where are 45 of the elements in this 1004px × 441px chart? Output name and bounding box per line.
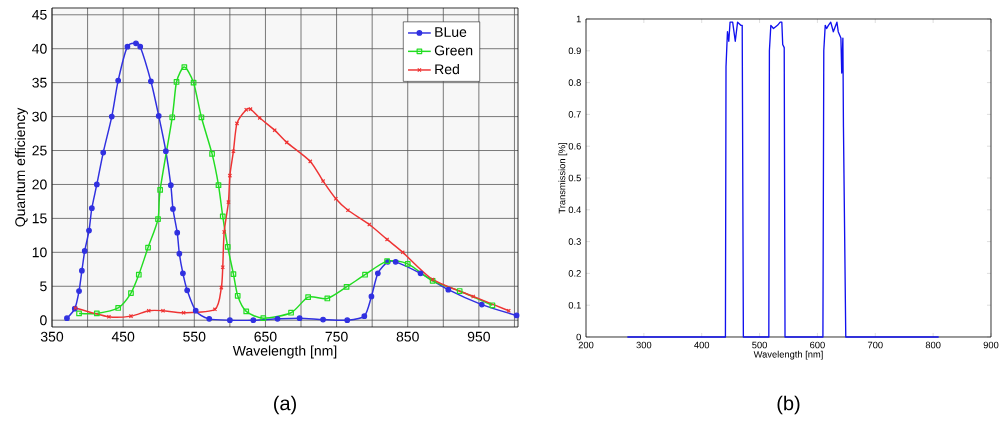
x-tick-label: 200 — [578, 341, 594, 349]
y-tick-label: 0.4 — [568, 206, 582, 214]
y-tick-label: 25 — [32, 145, 47, 156]
y-tick-label: 45 — [32, 9, 47, 20]
y-tick-label: 0.1 — [568, 301, 581, 309]
text: (b) — [777, 395, 800, 415]
legend-label: Green — [434, 45, 473, 56]
x-tick-label: 950 — [467, 331, 490, 342]
x-tick-label: 450 — [111, 331, 135, 342]
x-tick-label: 700 — [867, 341, 883, 349]
y-axis-title: Transmission [%] — [558, 143, 568, 214]
x-tick-label: 900 — [983, 341, 999, 349]
y-tick-label: 0.7 — [568, 111, 581, 118]
y-tick-label: 10 — [32, 247, 47, 258]
y-tick-label: 5 — [40, 281, 47, 292]
y-tick-label: 15 — [32, 213, 47, 224]
legend-label: Red — [435, 63, 459, 75]
y-tick-label: 0.3 — [568, 238, 581, 245]
x-tick-label: 400 — [694, 341, 710, 349]
y-tick-label: 0.9 — [568, 47, 581, 55]
x-tick-label: 750 — [325, 331, 348, 342]
x-tick-label: 500 — [752, 341, 767, 349]
legend-label: BLue — [435, 27, 467, 37]
x-tick-label: 300 — [636, 341, 652, 349]
y-tick-label: 20 — [32, 179, 47, 190]
x-tick-label: 650 — [254, 331, 277, 342]
x-axis-title: Wavelength [nm] — [753, 350, 823, 360]
x-tick-label: 600 — [810, 341, 825, 349]
x-tick-label: 850 — [396, 331, 419, 342]
y-tick-label: 1 — [576, 15, 581, 23]
y-tick-label: 0.6 — [568, 142, 581, 150]
text: (a) — [274, 395, 296, 415]
y-tick-label: 0.5 — [568, 174, 581, 182]
y-axis-title: Quantum efficiency — [14, 107, 28, 227]
y-tick-label: 0.2 — [568, 270, 581, 277]
x-tick-label: 800 — [925, 341, 941, 349]
x-tick-label: 350 — [40, 331, 64, 342]
y-tick-label: 0 — [576, 333, 581, 341]
y-tick-label: 0.8 — [568, 79, 581, 86]
y-tick-label: 40 — [32, 43, 47, 54]
x-axis-title: Wavelength [nm] — [232, 345, 337, 359]
x-tick-label: 550 — [183, 331, 206, 342]
y-tick-label: 35 — [32, 77, 47, 88]
y-tick-label: 30 — [32, 111, 47, 122]
y-tick-label: 0 — [40, 315, 47, 326]
